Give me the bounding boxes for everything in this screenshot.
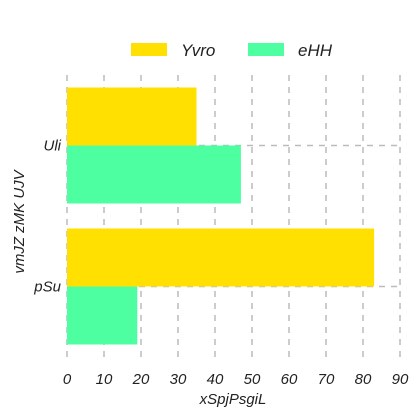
- x-tick-label-3: 30: [170, 371, 187, 388]
- bar-eHH-Uli: [67, 145, 241, 204]
- x-tick-label-2: 20: [132, 371, 150, 388]
- x-tick-label-0: 0: [63, 371, 72, 388]
- bars: [67, 87, 375, 345]
- x-tick-label-4: 40: [207, 371, 224, 388]
- y-category-label-1: pSu: [33, 279, 61, 296]
- legend: Yvro eHH: [131, 41, 333, 60]
- legend-swatch-1: [248, 43, 284, 56]
- y-axis-title: vmJZ zMK UJV: [11, 168, 28, 273]
- y-category-label-0: Uli: [44, 138, 62, 155]
- bar-Yvro-Uli: [67, 87, 197, 146]
- x-tick-label-7: 70: [318, 371, 335, 388]
- x-tick-label-5: 50: [244, 371, 261, 388]
- x-tick-labels: 0 10 20 30 40 50 60 70 80 90: [63, 371, 409, 388]
- x-tick-label-9: 90: [392, 371, 409, 388]
- legend-label-1: eHH: [298, 41, 333, 60]
- x-tick-label-1: 10: [96, 371, 113, 388]
- x-axis-title: xSpjPsgiL: [199, 391, 267, 408]
- legend-label-0: Yvro: [181, 41, 215, 60]
- bar-eHH-pSu: [67, 286, 138, 345]
- legend-swatch-0: [131, 43, 167, 56]
- x-tick-label-8: 80: [355, 371, 372, 388]
- bar-Yvro-pSu: [67, 228, 375, 287]
- y-category-labels: Uli pSu: [33, 138, 61, 296]
- x-tick-label-6: 60: [281, 371, 298, 388]
